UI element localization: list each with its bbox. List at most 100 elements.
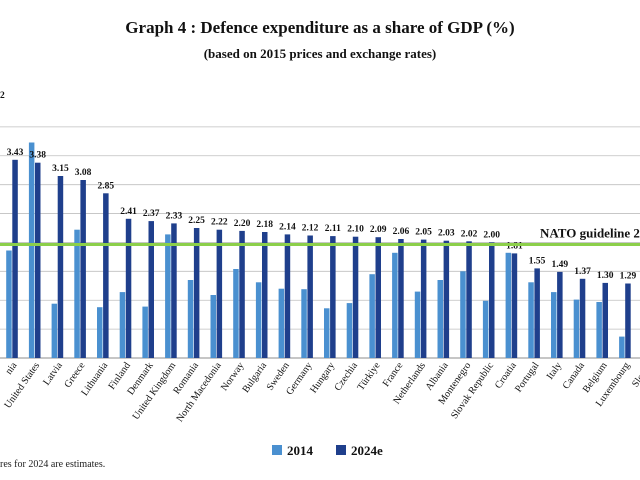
nato-guideline-label: NATO guideline 2 (540, 225, 640, 240)
data-label: 2.37 (143, 209, 160, 219)
bar-2024e (489, 242, 495, 358)
data-label: 1.37 (574, 267, 591, 277)
bar-2014 (119, 292, 126, 358)
bar-2024e (466, 241, 472, 358)
data-label: 2.18 (256, 220, 273, 230)
data-label: 2.00 (483, 230, 500, 240)
data-label: 1.55 (529, 256, 546, 266)
bar-2024e (330, 236, 336, 358)
bar-2014 (346, 303, 353, 358)
bar-2014 (528, 282, 534, 358)
data-label: 3.43 (7, 148, 24, 158)
category-label: Italy (545, 360, 565, 381)
bar-2024e (103, 193, 109, 358)
bar-2014 (324, 308, 330, 358)
bar-2014 (573, 299, 580, 358)
bar-2014 (551, 292, 557, 358)
bar-2014 (414, 291, 421, 358)
chart-subtitle: (based on 2015 prices and exchange rates… (203, 46, 437, 61)
bar-2014 (619, 336, 625, 358)
bars (6, 142, 631, 358)
category-label: Czechia (332, 360, 360, 393)
data-label: 1.30 (597, 271, 614, 281)
bar-2024e (375, 237, 381, 358)
bar-2024e (602, 282, 608, 358)
bar-2014 (74, 229, 80, 358)
bar-2024e (262, 232, 268, 358)
data-label: 2.05 (415, 228, 432, 238)
category-label: Sloven (630, 360, 640, 389)
bar-2024e (12, 159, 18, 358)
bar-2024e (625, 283, 631, 358)
y-axis-label-fragment: 2 (0, 91, 5, 101)
bar-2024e (171, 223, 177, 358)
bar-2024e (443, 240, 450, 358)
data-label: 2.12 (302, 224, 319, 234)
legend-swatch-2014 (272, 445, 282, 455)
data-label: 2.02 (461, 229, 478, 239)
bar-2014 (301, 289, 307, 358)
legend-label-2024e: 2024e (351, 443, 383, 458)
bar-2024e (239, 230, 245, 358)
data-label: 2.10 (347, 225, 364, 235)
bar-2024e (420, 239, 427, 358)
bar-2014 (437, 280, 443, 358)
bar-2014 (505, 252, 512, 358)
category-label: Portugal (513, 360, 542, 394)
footnote: res for 2024 are estimates. (0, 459, 106, 470)
chart-title: Graph 4 : Defence expenditure as a share… (125, 18, 515, 37)
bar-2024e (579, 278, 586, 358)
bar-2014 (165, 234, 171, 358)
bar-2024e (307, 235, 313, 358)
bar-2014 (6, 250, 12, 358)
bar-2024e (534, 268, 540, 358)
bar-2024e (216, 229, 223, 358)
bar-2024e (511, 253, 518, 358)
bar-2024e (284, 234, 291, 358)
data-label: 2.03 (438, 229, 455, 239)
data-label: 2.85 (97, 181, 114, 191)
data-label: 1.49 (551, 260, 568, 270)
legend-swatch-2024e (336, 445, 346, 455)
category-label: Türkiye (355, 360, 382, 393)
bar-2024e (148, 221, 154, 358)
data-label: 3.38 (29, 151, 46, 161)
bar-2014 (596, 302, 602, 358)
bar-2014 (460, 271, 466, 358)
legend-label-2014: 2014 (287, 443, 314, 458)
legend: 2014 2024e (272, 443, 383, 458)
data-label: 2.20 (234, 219, 251, 229)
data-label: 2.06 (393, 227, 410, 237)
bar-2024e (193, 228, 200, 358)
bar-2024e (80, 180, 86, 358)
data-label: 3.15 (52, 164, 69, 174)
data-label: 3.08 (75, 168, 92, 178)
bar-2014 (278, 288, 285, 358)
bar-2024e (125, 218, 132, 358)
bar-2014 (482, 300, 489, 358)
data-label: 1.81 (506, 241, 523, 251)
bar-2014 (97, 307, 103, 358)
value-labels: 3.43 3.38 3.15 3.08 2.85 2.41 2.37 2.33 2.25 2.22… (7, 148, 637, 282)
category-label: Bulgaria (240, 360, 269, 395)
bar-2024e (35, 162, 41, 358)
bar-2014 (187, 280, 194, 358)
data-label: 2.22 (211, 218, 228, 228)
bar-2014 (233, 269, 239, 358)
data-label: 1.29 (620, 272, 637, 282)
bar-2024e (352, 236, 359, 358)
bar-2014 (142, 306, 148, 358)
category-label: nia (3, 360, 19, 377)
data-label: 2.41 (120, 207, 137, 217)
bar-2024e (57, 176, 64, 358)
gridlines (0, 126, 640, 359)
data-label: 2.09 (370, 225, 387, 235)
bar-2014 (51, 303, 58, 358)
bar-2014 (28, 142, 35, 358)
data-label: 2.25 (188, 216, 205, 226)
bar-2024e (557, 271, 563, 358)
bar-2014 (392, 252, 398, 358)
bar-2014 (255, 282, 262, 358)
